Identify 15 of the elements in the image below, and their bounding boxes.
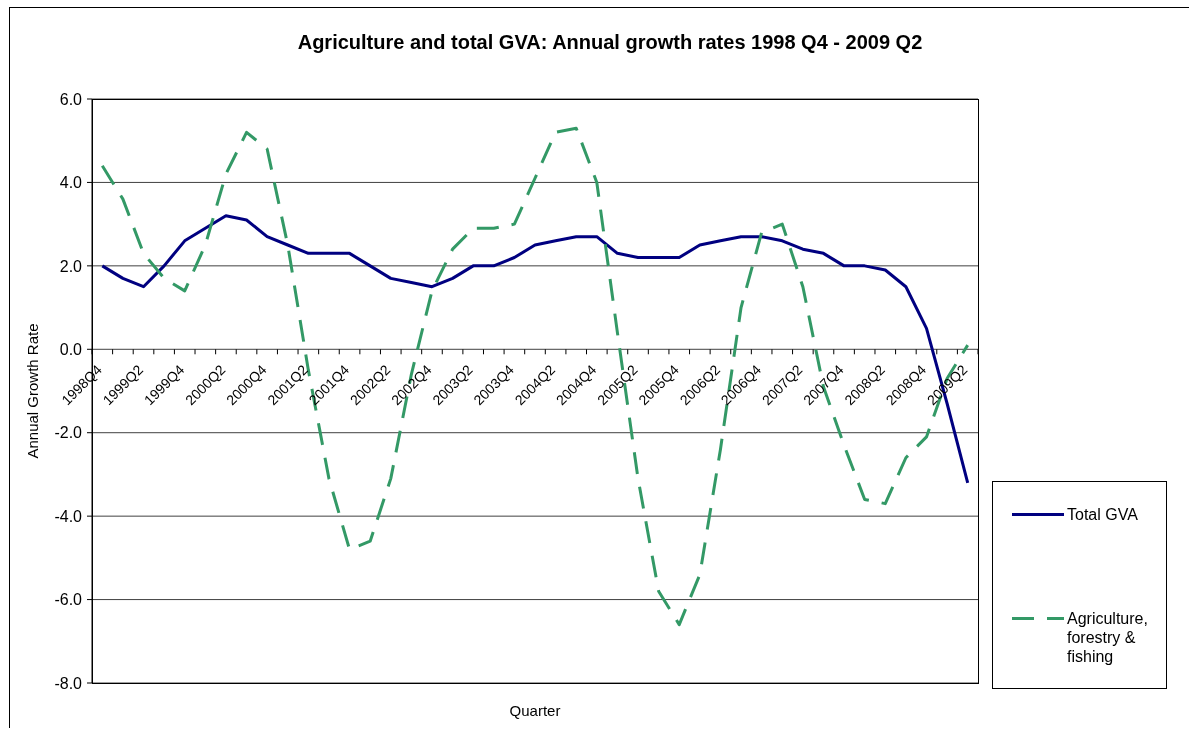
line-series [100,126,970,627]
line-series [100,214,970,485]
legend-label: Agriculture, forestry & fishing [1067,609,1149,666]
chart-title: Agriculture and total GVA: Annual growth rates 1998 Q4 - 2009 Q2 [297,31,923,53]
y-tick-label: 2.0 [59,257,83,275]
y-tick-label: -6.0 [54,591,83,609]
y-tick-label: 4.0 [59,174,83,192]
y-tick-label: -2.0 [54,424,83,442]
y-tick-label: -4.0 [54,507,83,525]
y-axis-title: Annual Growth Rate [24,323,42,459]
y-tick-label: 6.0 [59,90,83,108]
y-tick-label: -8.0 [54,674,83,692]
x-axis-title: Quarter [509,702,561,719]
legend-label: Total GVA [1067,505,1139,524]
y-tick-label: 0.0 [59,340,83,358]
